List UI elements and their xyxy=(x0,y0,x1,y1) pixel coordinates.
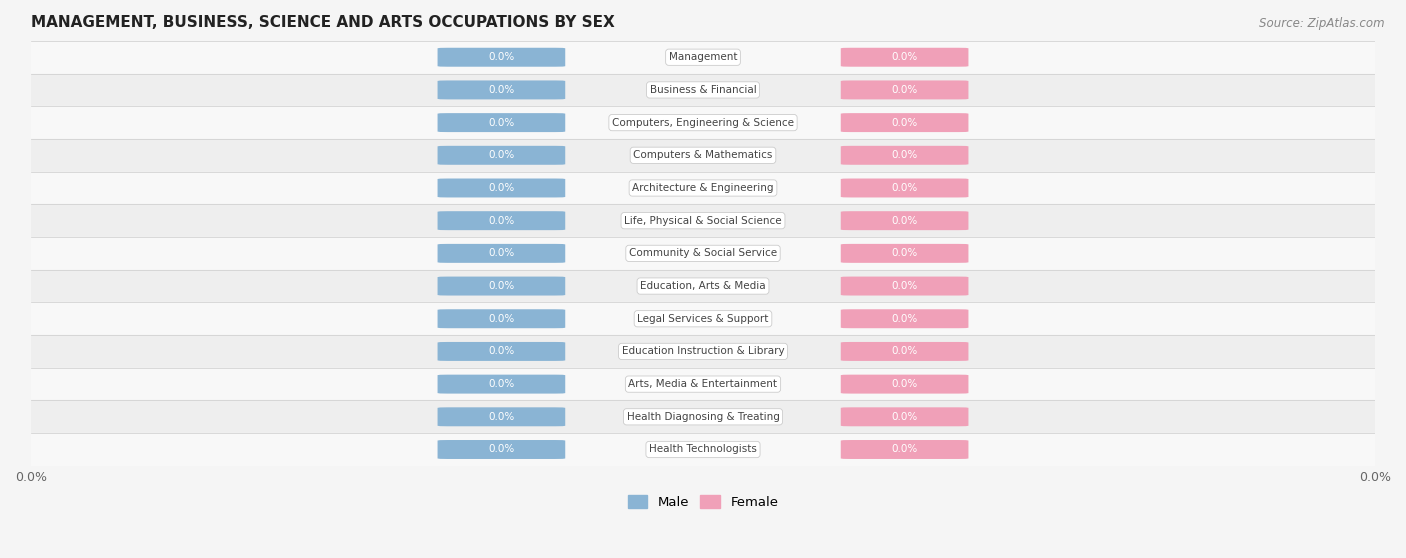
Text: 0.0%: 0.0% xyxy=(488,281,515,291)
Text: 0.0%: 0.0% xyxy=(891,52,918,62)
Bar xyxy=(31,106,1375,139)
Text: Source: ZipAtlas.com: Source: ZipAtlas.com xyxy=(1260,17,1385,30)
Text: 0.0%: 0.0% xyxy=(891,281,918,291)
Text: Life, Physical & Social Science: Life, Physical & Social Science xyxy=(624,216,782,225)
FancyBboxPatch shape xyxy=(841,113,969,132)
Text: 0.0%: 0.0% xyxy=(891,379,918,389)
Text: 0.0%: 0.0% xyxy=(891,150,918,160)
FancyBboxPatch shape xyxy=(437,374,565,393)
Text: Education Instruction & Library: Education Instruction & Library xyxy=(621,347,785,357)
Text: 0.0%: 0.0% xyxy=(891,347,918,357)
Bar xyxy=(31,433,1375,466)
FancyBboxPatch shape xyxy=(841,374,969,393)
FancyBboxPatch shape xyxy=(841,244,969,263)
Text: 0.0%: 0.0% xyxy=(891,314,918,324)
FancyBboxPatch shape xyxy=(841,342,969,361)
Bar xyxy=(31,237,1375,270)
Text: 0.0%: 0.0% xyxy=(891,248,918,258)
FancyBboxPatch shape xyxy=(437,244,565,263)
Text: 0.0%: 0.0% xyxy=(488,118,515,128)
FancyBboxPatch shape xyxy=(841,179,969,198)
Text: 0.0%: 0.0% xyxy=(488,85,515,95)
Text: Computers & Mathematics: Computers & Mathematics xyxy=(633,150,773,160)
FancyBboxPatch shape xyxy=(437,80,565,99)
Text: Health Technologists: Health Technologists xyxy=(650,445,756,455)
FancyBboxPatch shape xyxy=(437,211,565,230)
Text: 0.0%: 0.0% xyxy=(488,183,515,193)
Text: 0.0%: 0.0% xyxy=(891,445,918,455)
Text: 0.0%: 0.0% xyxy=(488,248,515,258)
FancyBboxPatch shape xyxy=(437,179,565,198)
Text: Management: Management xyxy=(669,52,737,62)
Text: 0.0%: 0.0% xyxy=(488,216,515,225)
Text: 0.0%: 0.0% xyxy=(488,150,515,160)
Text: 0.0%: 0.0% xyxy=(488,347,515,357)
Text: Legal Services & Support: Legal Services & Support xyxy=(637,314,769,324)
Legend: Male, Female: Male, Female xyxy=(623,490,783,514)
Text: Computers, Engineering & Science: Computers, Engineering & Science xyxy=(612,118,794,128)
Bar xyxy=(31,270,1375,302)
Bar xyxy=(31,74,1375,106)
FancyBboxPatch shape xyxy=(841,277,969,296)
FancyBboxPatch shape xyxy=(437,407,565,426)
Text: 0.0%: 0.0% xyxy=(488,412,515,422)
Text: 0.0%: 0.0% xyxy=(891,85,918,95)
Text: 0.0%: 0.0% xyxy=(488,379,515,389)
Text: Health Diagnosing & Treating: Health Diagnosing & Treating xyxy=(627,412,779,422)
Text: 0.0%: 0.0% xyxy=(488,445,515,455)
Bar xyxy=(31,368,1375,401)
Bar xyxy=(31,204,1375,237)
Bar xyxy=(31,335,1375,368)
Text: Education, Arts & Media: Education, Arts & Media xyxy=(640,281,766,291)
FancyBboxPatch shape xyxy=(437,146,565,165)
FancyBboxPatch shape xyxy=(437,113,565,132)
Text: 0.0%: 0.0% xyxy=(891,118,918,128)
FancyBboxPatch shape xyxy=(841,48,969,67)
Text: MANAGEMENT, BUSINESS, SCIENCE AND ARTS OCCUPATIONS BY SEX: MANAGEMENT, BUSINESS, SCIENCE AND ARTS O… xyxy=(31,15,614,30)
FancyBboxPatch shape xyxy=(437,277,565,296)
Text: 0.0%: 0.0% xyxy=(891,183,918,193)
Text: Arts, Media & Entertainment: Arts, Media & Entertainment xyxy=(628,379,778,389)
Text: Architecture & Engineering: Architecture & Engineering xyxy=(633,183,773,193)
Bar xyxy=(31,41,1375,74)
FancyBboxPatch shape xyxy=(437,48,565,67)
Bar xyxy=(31,401,1375,433)
FancyBboxPatch shape xyxy=(841,440,969,459)
FancyBboxPatch shape xyxy=(437,440,565,459)
Text: Business & Financial: Business & Financial xyxy=(650,85,756,95)
Text: Community & Social Service: Community & Social Service xyxy=(628,248,778,258)
Text: 0.0%: 0.0% xyxy=(891,412,918,422)
FancyBboxPatch shape xyxy=(841,211,969,230)
FancyBboxPatch shape xyxy=(841,407,969,426)
Bar xyxy=(31,172,1375,204)
Text: 0.0%: 0.0% xyxy=(891,216,918,225)
FancyBboxPatch shape xyxy=(841,80,969,99)
Bar xyxy=(31,302,1375,335)
FancyBboxPatch shape xyxy=(437,309,565,328)
FancyBboxPatch shape xyxy=(437,342,565,361)
FancyBboxPatch shape xyxy=(841,146,969,165)
Text: 0.0%: 0.0% xyxy=(488,314,515,324)
FancyBboxPatch shape xyxy=(841,309,969,328)
Bar xyxy=(31,139,1375,172)
Text: 0.0%: 0.0% xyxy=(488,52,515,62)
